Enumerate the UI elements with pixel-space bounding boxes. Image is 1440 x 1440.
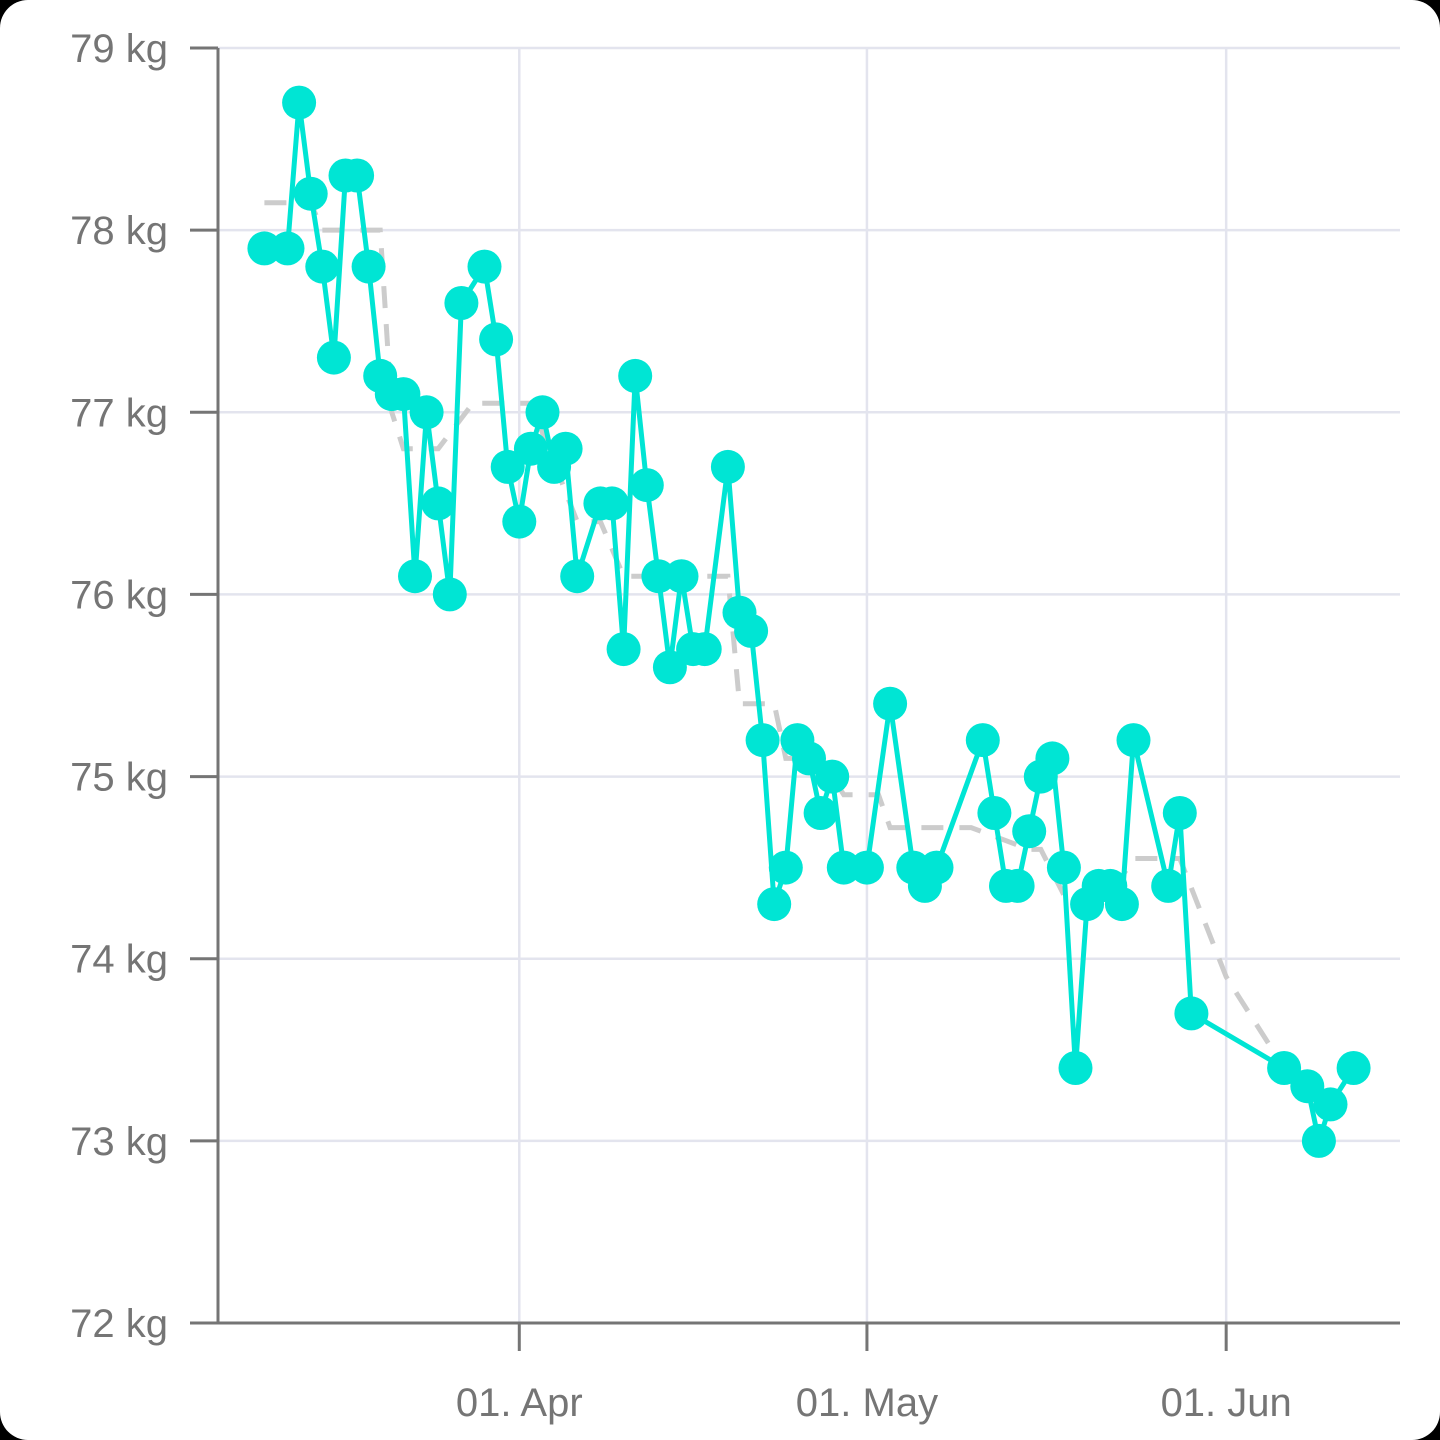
weight-point[interactable] bbox=[873, 686, 908, 721]
weight-point[interactable] bbox=[768, 850, 803, 885]
weight-point[interactable] bbox=[479, 322, 514, 357]
weight-point[interactable] bbox=[305, 249, 340, 284]
weight-point[interactable] bbox=[965, 723, 1000, 758]
weight-point[interactable] bbox=[560, 559, 595, 594]
weight-point[interactable] bbox=[282, 85, 317, 120]
weight-point[interactable] bbox=[664, 559, 699, 594]
weight-point[interactable] bbox=[710, 449, 745, 484]
weight-point[interactable] bbox=[444, 286, 479, 320]
weight-point[interactable] bbox=[1000, 868, 1035, 903]
weight-point[interactable] bbox=[1290, 1069, 1325, 1104]
weight-point[interactable] bbox=[792, 741, 826, 776]
weight-point[interactable] bbox=[1116, 723, 1151, 758]
weight-point[interactable] bbox=[386, 377, 421, 412]
y-tick-label: 78 kg bbox=[70, 209, 168, 253]
y-tick-label: 79 kg bbox=[70, 27, 168, 71]
weight-point[interactable] bbox=[977, 796, 1012, 830]
weight-point[interactable] bbox=[1336, 1051, 1371, 1085]
weight-point[interactable] bbox=[432, 577, 467, 612]
weight-point[interactable] bbox=[1012, 814, 1047, 849]
y-tick-labels: 72 kg 73 kg 74 kg 75 kg 76 kg 77 kg 78 kg 79 kg bbox=[70, 27, 168, 1346]
y-tick-label: 75 kg bbox=[70, 756, 168, 800]
weight-point[interactable] bbox=[490, 449, 525, 484]
weight-point[interactable] bbox=[409, 395, 444, 430]
y-tick-label: 77 kg bbox=[70, 391, 168, 435]
y-tick-label: 76 kg bbox=[70, 573, 168, 617]
weight-point[interactable] bbox=[1267, 1051, 1302, 1085]
weight-point[interactable] bbox=[1313, 1087, 1348, 1122]
weight-point[interactable] bbox=[757, 887, 792, 922]
weight-point[interactable] bbox=[606, 632, 641, 667]
weight-point[interactable] bbox=[1162, 796, 1197, 830]
weight-point[interactable] bbox=[1174, 996, 1209, 1031]
y-tick-label: 72 kg bbox=[70, 1302, 168, 1346]
weight-point[interactable] bbox=[1301, 1123, 1336, 1158]
weight-point[interactable] bbox=[595, 486, 629, 521]
weight-point[interactable] bbox=[629, 468, 664, 503]
weight-point[interactable] bbox=[270, 231, 305, 266]
weight-point[interactable] bbox=[1046, 850, 1081, 885]
weight-point[interactable] bbox=[1058, 1051, 1093, 1085]
weight-point[interactable] bbox=[513, 431, 548, 466]
weight-point[interactable] bbox=[340, 158, 375, 193]
weight-point[interactable] bbox=[652, 650, 687, 685]
x-tick-label: 01. Jun bbox=[1161, 1381, 1292, 1425]
weight-line bbox=[264, 100, 1356, 1144]
weight-point[interactable] bbox=[316, 340, 351, 375]
grid-lines bbox=[218, 46, 1400, 1323]
weight-point[interactable] bbox=[1035, 741, 1070, 776]
weight-point[interactable] bbox=[548, 431, 583, 466]
weight-point[interactable] bbox=[1104, 887, 1139, 922]
weight-point[interactable] bbox=[1151, 868, 1186, 903]
weight-point[interactable] bbox=[687, 632, 722, 667]
weight-point[interactable] bbox=[398, 559, 432, 594]
weight-point[interactable] bbox=[803, 796, 838, 830]
axes bbox=[190, 46, 1400, 1351]
series bbox=[247, 85, 1371, 1158]
weight-point[interactable] bbox=[745, 723, 780, 758]
y-tick-label: 73 kg bbox=[70, 1120, 168, 1164]
weight-point[interactable] bbox=[815, 759, 850, 794]
x-tick-label: 01. Apr bbox=[456, 1381, 583, 1425]
weight-point[interactable] bbox=[351, 249, 386, 284]
trend-dashed-line bbox=[264, 200, 1344, 1107]
x-tick-label: 01. May bbox=[796, 1381, 938, 1425]
x-tick-labels: 01. Apr 01. May 01. Jun bbox=[456, 1381, 1292, 1425]
y-tick-label: 74 kg bbox=[70, 938, 168, 982]
weight-point[interactable] bbox=[421, 486, 456, 521]
weight-point[interactable] bbox=[618, 358, 653, 393]
weight-point[interactable] bbox=[849, 850, 884, 885]
weight-point[interactable] bbox=[525, 395, 560, 430]
weight-point[interactable] bbox=[502, 504, 537, 539]
weight-point[interactable] bbox=[467, 249, 502, 284]
weight-point[interactable] bbox=[734, 613, 769, 648]
weight-point[interactable] bbox=[919, 850, 954, 885]
weight-point[interactable] bbox=[293, 176, 328, 211]
